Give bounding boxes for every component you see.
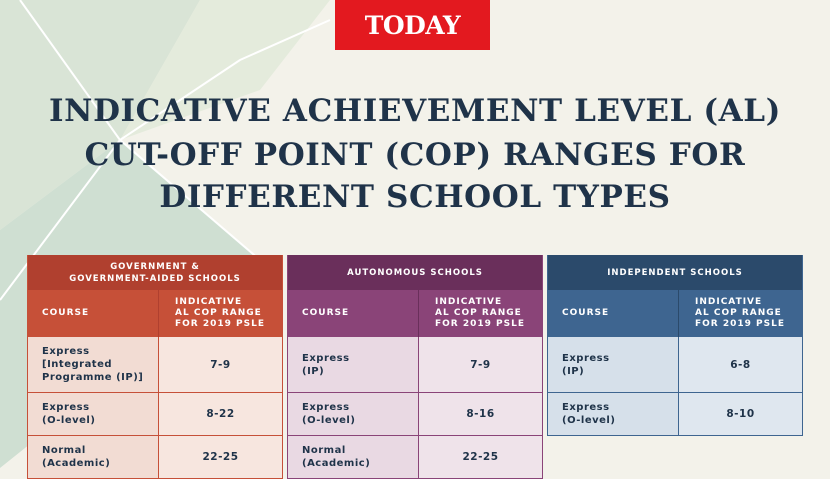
bg-line <box>119 139 261 261</box>
column-header-row: COURSE INDICATIVE AL COP RANGE FOR 2019 P… <box>28 290 282 337</box>
table: GOVERNMENT & GOVERNMENT-AIDED SCHOOLS COU… <box>27 255 283 479</box>
range-cell: 7-9 <box>159 337 282 392</box>
table-row: Express (O-level) 8-10 <box>548 393 802 436</box>
table-row: Express (IP) 7-9 <box>288 337 542 393</box>
column-header-row: COURSE INDICATIVE AL COP RANGE FOR 2019 P… <box>548 290 802 337</box>
table-row: Express [Integrated Programme (IP)] 7-9 <box>28 337 282 393</box>
range-cell: 6-8 <box>679 337 802 392</box>
course-cell: Express (IP) <box>288 337 419 392</box>
title-line: CUT-OFF POINT (COP) RANGES FOR <box>84 137 746 173</box>
table-row: Express (IP) 6-8 <box>548 337 802 393</box>
course-cell: Normal (Academic) <box>288 436 419 478</box>
title-line: INDICATIVE ACHIEVEMENT LEVEL (AL) <box>49 93 781 129</box>
table-header: AUTONOMOUS SCHOOLS <box>288 255 542 290</box>
range-cell: 22-25 <box>159 436 282 478</box>
title-line: DIFFERENT SCHOOL TYPES <box>159 179 671 215</box>
course-cell: Express (IP) <box>548 337 679 392</box>
column-header: INDICATIVE AL COP RANGE FOR 2019 PSLE <box>435 297 526 329</box>
page: TODAY INDICATIVE ACHIEVEMENT LEVEL (AL) … <box>0 0 803 479</box>
range-cell: 8-10 <box>679 393 802 435</box>
range-cell: 22-25 <box>419 436 542 478</box>
bg-shape <box>0 0 200 230</box>
table: AUTONOMOUS SCHOOLS COURSE INDICATIVE AL CO… <box>287 255 543 479</box>
column-header-row: COURSE INDICATIVE AL COP RANGE FOR 2019 P… <box>288 290 542 337</box>
table-header: GOVERNMENT & GOVERNMENT-AIDED SCHOOLS <box>28 255 282 290</box>
table-header: INDEPENDENT SCHOOLS <box>548 255 802 290</box>
column-header: INDICATIVE AL COP RANGE FOR 2019 PSLE <box>175 297 266 329</box>
course-cell: Normal (Academic) <box>28 436 159 478</box>
table: INDEPENDENT SCHOOLS COURSE INDICATIVE AL C… <box>547 255 803 436</box>
course-cell: Express (O-level) <box>288 393 419 435</box>
logo: TODAY <box>335 0 490 50</box>
column-header: COURSE <box>548 290 679 337</box>
table-row: Normal (Academic) 22-25 <box>28 436 282 479</box>
course-cell: Express (O-level) <box>28 393 159 435</box>
course-cell: Express [Integrated Programme (IP)] <box>28 337 159 392</box>
bg-line <box>119 19 331 141</box>
range-cell: 7-9 <box>419 337 542 392</box>
table-row: Normal (Academic) 22-25 <box>288 436 542 479</box>
table-row: Express (O-level) 8-22 <box>28 393 282 436</box>
column-header: INDICATIVE AL COP RANGE FOR 2019 PSLE <box>695 297 786 329</box>
column-header: COURSE <box>28 290 159 337</box>
range-cell: 8-22 <box>159 393 282 435</box>
course-cell: Express (O-level) <box>548 393 679 435</box>
column-header: COURSE <box>288 290 419 337</box>
table-row: Express (O-level) 8-16 <box>288 393 542 436</box>
range-cell: 8-16 <box>419 393 542 435</box>
